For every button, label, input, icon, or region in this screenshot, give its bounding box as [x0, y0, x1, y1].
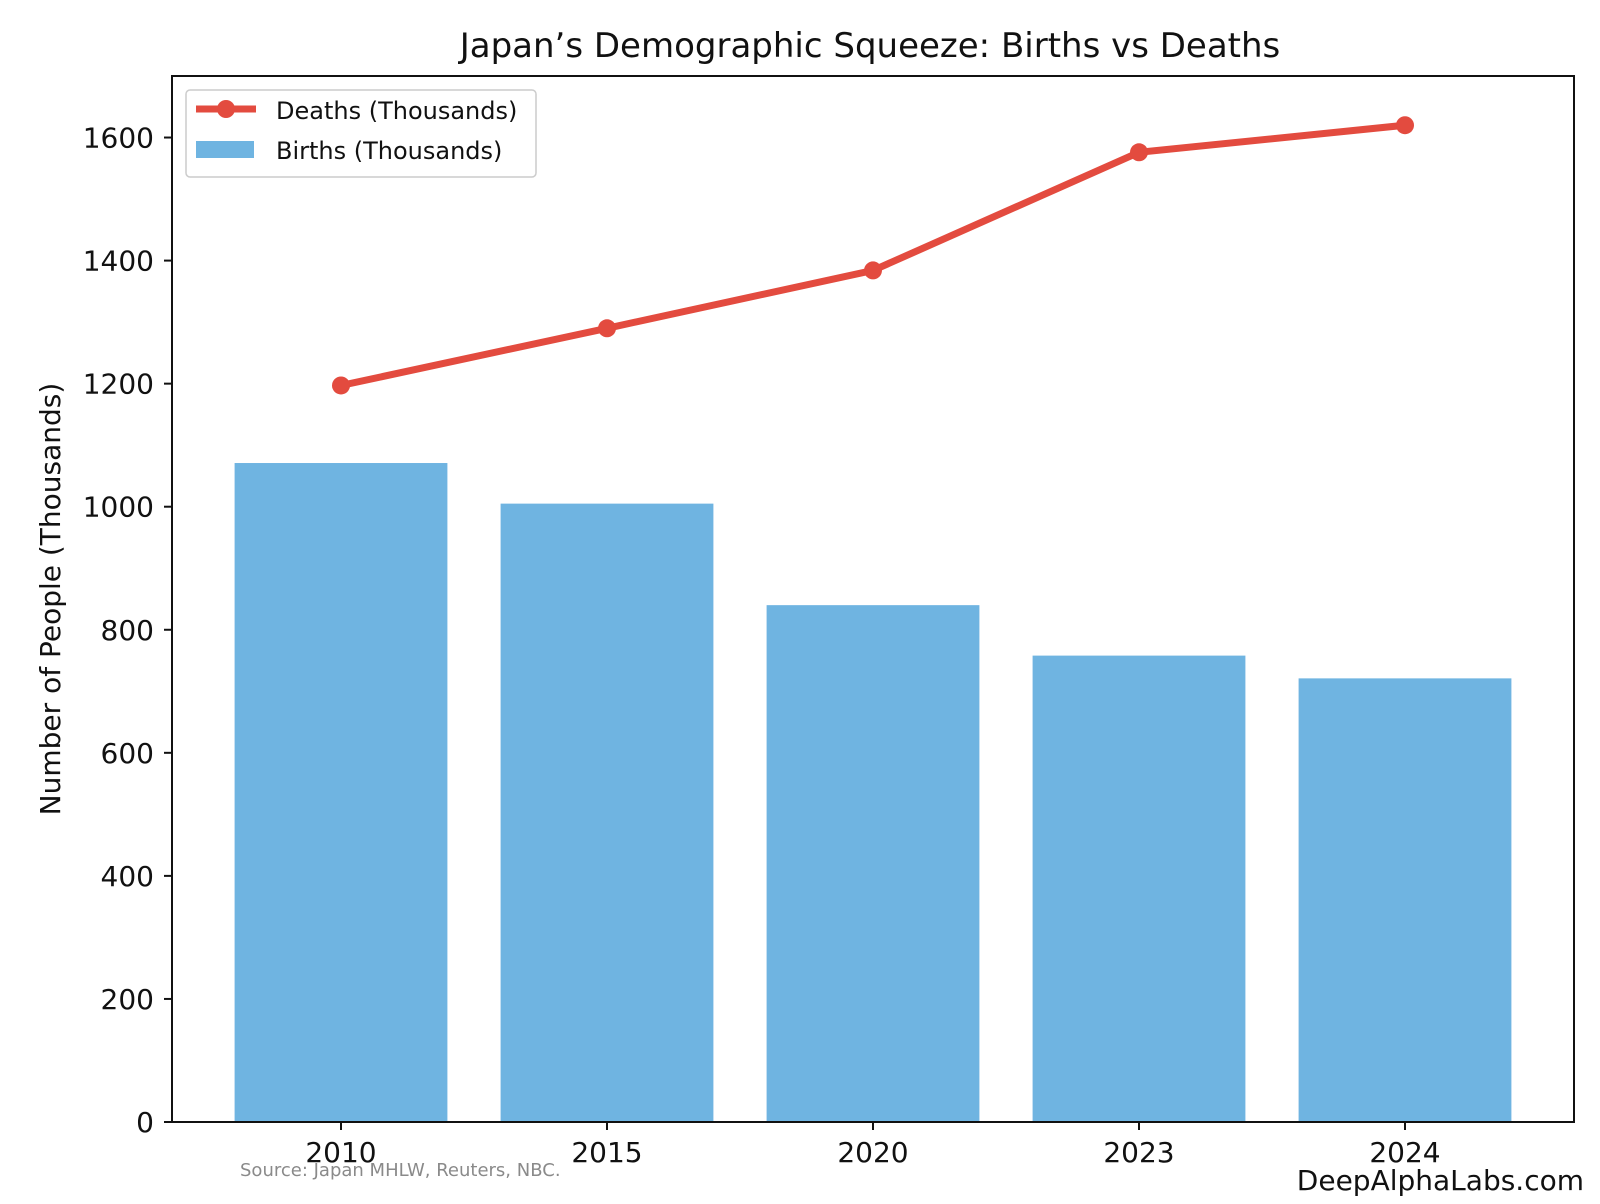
bar-births-2023	[1032, 655, 1246, 1122]
legend-label-deaths: Deaths (Thousands)	[276, 97, 517, 125]
x-tick-label: 2024	[1369, 1136, 1440, 1169]
bar-births-2015	[500, 503, 714, 1123]
bar-births-2024	[1298, 678, 1512, 1122]
x-tick-label: 2023	[1103, 1136, 1174, 1169]
x-tick-label: 2020	[837, 1136, 908, 1169]
deaths-point-2015	[598, 319, 616, 338]
line-layer	[332, 116, 1414, 395]
bar-births-2020	[766, 605, 980, 1122]
deaths-point-2010	[332, 376, 350, 395]
x-tick-label: 2010	[305, 1136, 376, 1169]
axes-layer: 0 200 400 600 800 1000 1200 1400 1600 2010 2015 202…	[83, 122, 1441, 1169]
chart-title: Japan’s Demographic Squeeze: Births vs D…	[458, 26, 1281, 66]
y-tick-label: 1400	[83, 245, 154, 278]
y-axis-label: Number of People (Thousands)	[34, 383, 67, 816]
deaths-point-2024	[1396, 116, 1414, 135]
x-tick-label: 2015	[571, 1136, 642, 1169]
y-tick-label: 1000	[83, 491, 154, 524]
legend-label-births: Births (Thousands)	[276, 137, 502, 165]
deaths-point-2020	[864, 261, 882, 280]
y-tick-label: 400	[101, 860, 154, 893]
deaths-point-2023	[1130, 143, 1148, 162]
legend-births-swatch	[196, 141, 254, 158]
y-tick-label: 200	[101, 983, 154, 1016]
y-tick-label: 800	[101, 614, 154, 647]
legend-box	[185, 89, 537, 178]
y-tick-label: 1200	[83, 368, 154, 401]
y-tick-label: 600	[101, 737, 154, 770]
legend: Deaths (Thousands) Births (Thousands)	[185, 89, 537, 178]
brand-watermark: DeepAlphaLabs.com	[1297, 1164, 1584, 1197]
source-note: Source: Japan MHLW, Reuters, NBC.	[240, 1160, 561, 1181]
y-tick-label: 1600	[83, 122, 154, 155]
y-tick-label: 0	[136, 1106, 154, 1139]
bars-layer	[234, 463, 1512, 1123]
bar-births-2010	[234, 463, 448, 1122]
legend-deaths-marker	[217, 100, 235, 118]
